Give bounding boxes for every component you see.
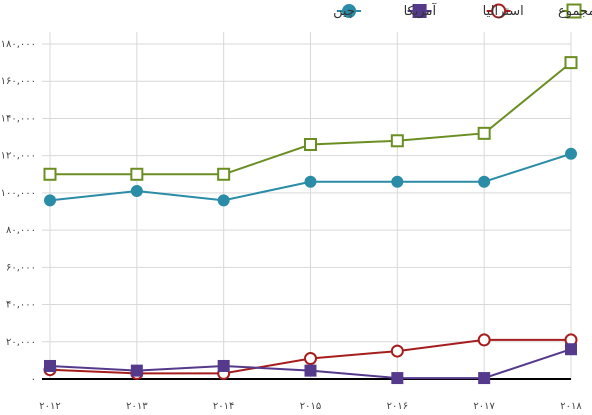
data-point bbox=[565, 343, 577, 356]
data-point bbox=[130, 167, 144, 181]
y-tick-label: ۱۶۰,۰۰۰ bbox=[1, 76, 36, 87]
x-tick-label: ۲۰۱۲ bbox=[39, 401, 60, 412]
y-tick-label: ۰ bbox=[31, 374, 36, 385]
x-tick-label: ۲۰۱۳ bbox=[126, 401, 148, 412]
data-point bbox=[130, 364, 143, 377]
data-point bbox=[44, 194, 56, 207]
y-tick-label: ۱۴۰,۰۰۰ bbox=[1, 113, 36, 124]
legend-swatch-marker bbox=[342, 4, 357, 18]
data-point bbox=[130, 185, 143, 198]
data-point bbox=[390, 344, 404, 358]
y-tick-label: ۱۸۰,۰۰۰ bbox=[1, 39, 36, 50]
y-tick-label: ۱۲۰,۰۰۰ bbox=[1, 151, 36, 162]
legend-label: استرالیا bbox=[483, 4, 524, 19]
series-3 bbox=[44, 147, 577, 207]
data-point bbox=[304, 138, 317, 151]
y-tick-label: ۱۰۰,۰۰۰ bbox=[1, 188, 36, 199]
data-point bbox=[477, 126, 491, 140]
x-tick-label: ۲۰۱۷ bbox=[473, 401, 495, 412]
legend-item[interactable]: چین bbox=[333, 4, 362, 19]
legend-item[interactable]: مجموع bbox=[558, 3, 592, 19]
data-point bbox=[565, 147, 577, 160]
legend-item[interactable]: استرالیا bbox=[483, 3, 524, 19]
data-point bbox=[391, 175, 404, 188]
legend-swatch-marker bbox=[566, 3, 582, 19]
data-point bbox=[44, 359, 56, 372]
data-point bbox=[304, 364, 317, 377]
data-point bbox=[478, 372, 491, 385]
legend-item[interactable]: آمریکا bbox=[404, 2, 438, 19]
x-tick-label: ۲۰۱۵ bbox=[300, 401, 321, 412]
data-point bbox=[390, 134, 404, 148]
y-tick-label: ۲۰,۰۰۰ bbox=[6, 337, 36, 348]
data-point bbox=[217, 194, 230, 207]
data-point bbox=[217, 167, 231, 181]
x-tick-label: ۲۰۱۶ bbox=[387, 401, 408, 412]
data-point bbox=[478, 175, 491, 188]
data-point bbox=[564, 56, 578, 70]
y-axis-ticks: ۰ ۲۰,۰۰۰ ۴۰,۰۰۰ ۶۰,۰۰۰ ۸۰,۰۰۰ ۱۰۰,۰۰۰ ۱۲۰,۰۰۰ ۱… bbox=[1, 39, 36, 385]
y-tick-label: ۴۰,۰۰۰ bbox=[6, 300, 36, 311]
grid bbox=[42, 32, 572, 379]
y-tick-label: ۸۰,۰۰۰ bbox=[6, 225, 36, 236]
legend: مجموع استرالیا آمریکا چین bbox=[333, 2, 592, 19]
data-point bbox=[217, 359, 230, 372]
x-tick-label: ۲۰۱۴ bbox=[213, 401, 234, 412]
legend-swatch-marker bbox=[412, 4, 427, 18]
legend-label: چین bbox=[333, 4, 355, 19]
data-point bbox=[391, 372, 404, 385]
series-group bbox=[43, 56, 578, 385]
legend-label: آمریکا bbox=[404, 2, 438, 19]
legend-label: مجموع bbox=[558, 4, 592, 19]
series-0 bbox=[43, 56, 578, 181]
x-axis-ticks: ۲۰۱۲ ۲۰۱۳ ۲۰۱۴ ۲۰۱۵ ۲۰۱۶ ۲۰۱۷ ۲۰۱۸ bbox=[39, 401, 582, 412]
data-point bbox=[304, 352, 317, 366]
series-2 bbox=[44, 343, 577, 385]
data-point bbox=[304, 175, 317, 188]
legend-swatch-marker bbox=[491, 3, 507, 19]
y-tick-label: ۶۰,۰۰۰ bbox=[6, 262, 36, 273]
data-point bbox=[43, 167, 57, 181]
data-point bbox=[477, 333, 491, 347]
x-tick-label: ۲۰۱۸ bbox=[560, 401, 582, 412]
